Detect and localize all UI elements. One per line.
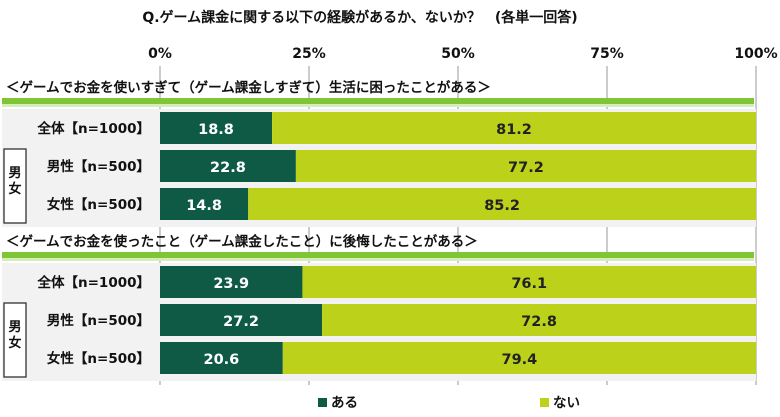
data-label: 18.8 [198,122,234,138]
data-label: 76.1 [511,276,547,292]
bar-segment-aru [160,342,283,374]
bar-segment-aru [160,150,296,182]
data-label: 77.2 [508,160,544,176]
data-label: 20.6 [203,352,239,368]
gender-group-box [3,302,27,378]
bar-segment-nai [295,150,756,182]
chart-title: Q.ゲーム課金に関する以下の経験があるか、ないか？ (各単一回答) [142,9,577,26]
x-axis-ticks: 0% 25% 50% 75% 100% [148,46,778,62]
data-label: 23.9 [213,276,249,292]
bar-segment-nai [322,304,756,336]
gender-group-label: 男女 [8,166,21,197]
data-label: 14.8 [186,198,222,214]
tick-label-75: 75% [590,46,624,62]
legend-swatch-1 [318,398,327,407]
data-label: 22.8 [210,160,246,176]
panel-header-shadow [2,104,754,107]
row-label: 男性【n=500】 [47,158,150,175]
tick-label-0: 0% [148,46,172,62]
panel-2: ＜ゲームでお金を使ったこと（ゲーム課金したこと）に後悔したことがある＞ 男女 全体【… [2,233,756,381]
data-label: 81.2 [496,122,532,138]
tick-label-25: 25% [292,46,326,62]
data-label: 72.8 [521,314,557,330]
bar-segment-aru [160,266,303,298]
panel-header-band [2,98,754,104]
chart-panels: ＜ゲームでお金を使いすぎて（ゲーム課金しすぎて）生活に困ったことがある＞男女全体… [2,79,756,381]
gender-group-box [3,148,27,224]
row-label: 女性【n=500】 [47,350,150,367]
legend-label-1: ある [331,395,358,411]
row-label: 女性【n=500】 [47,196,150,213]
panel-heading: ＜ゲームでお金を使いすぎて（ゲーム課金しすぎて）生活に困ったことがある＞ [6,79,491,96]
bar-segment-nai [248,188,756,220]
row-label: 男性【n=500】 [47,312,150,329]
legend-label-2: ない [553,395,580,411]
gender-group-label: 男女 [8,320,21,351]
panel-header-shadow [2,258,754,261]
panel-heading: ＜ゲームでお金を使ったこと（ゲーム課金したこと）に後悔したことがある＞ [6,233,478,250]
panel-header-band [2,252,754,258]
tick-label-100: 100% [734,46,777,62]
data-label: 85.2 [484,198,520,214]
data-label: 27.2 [223,314,259,330]
bar-segment-nai [272,112,756,144]
legend-swatch-2 [540,398,549,407]
data-label: 79.4 [501,352,537,368]
bar-segment-aru [160,112,273,144]
row-label: 全体【n=1000】 [37,274,151,291]
legend: ある ない [318,395,580,411]
bar-segment-aru [160,304,323,336]
bar-segment-nai [302,266,756,298]
bar-segment-aru [160,188,249,220]
panel-1: ＜ゲームでお金を使いすぎて（ゲーム課金しすぎて）生活に困ったことがある＞ 男女 全体… [2,79,756,227]
tick-label-50: 50% [441,46,475,62]
row-label: 全体【n=1000】 [37,120,151,137]
bar-segment-nai [282,342,756,374]
